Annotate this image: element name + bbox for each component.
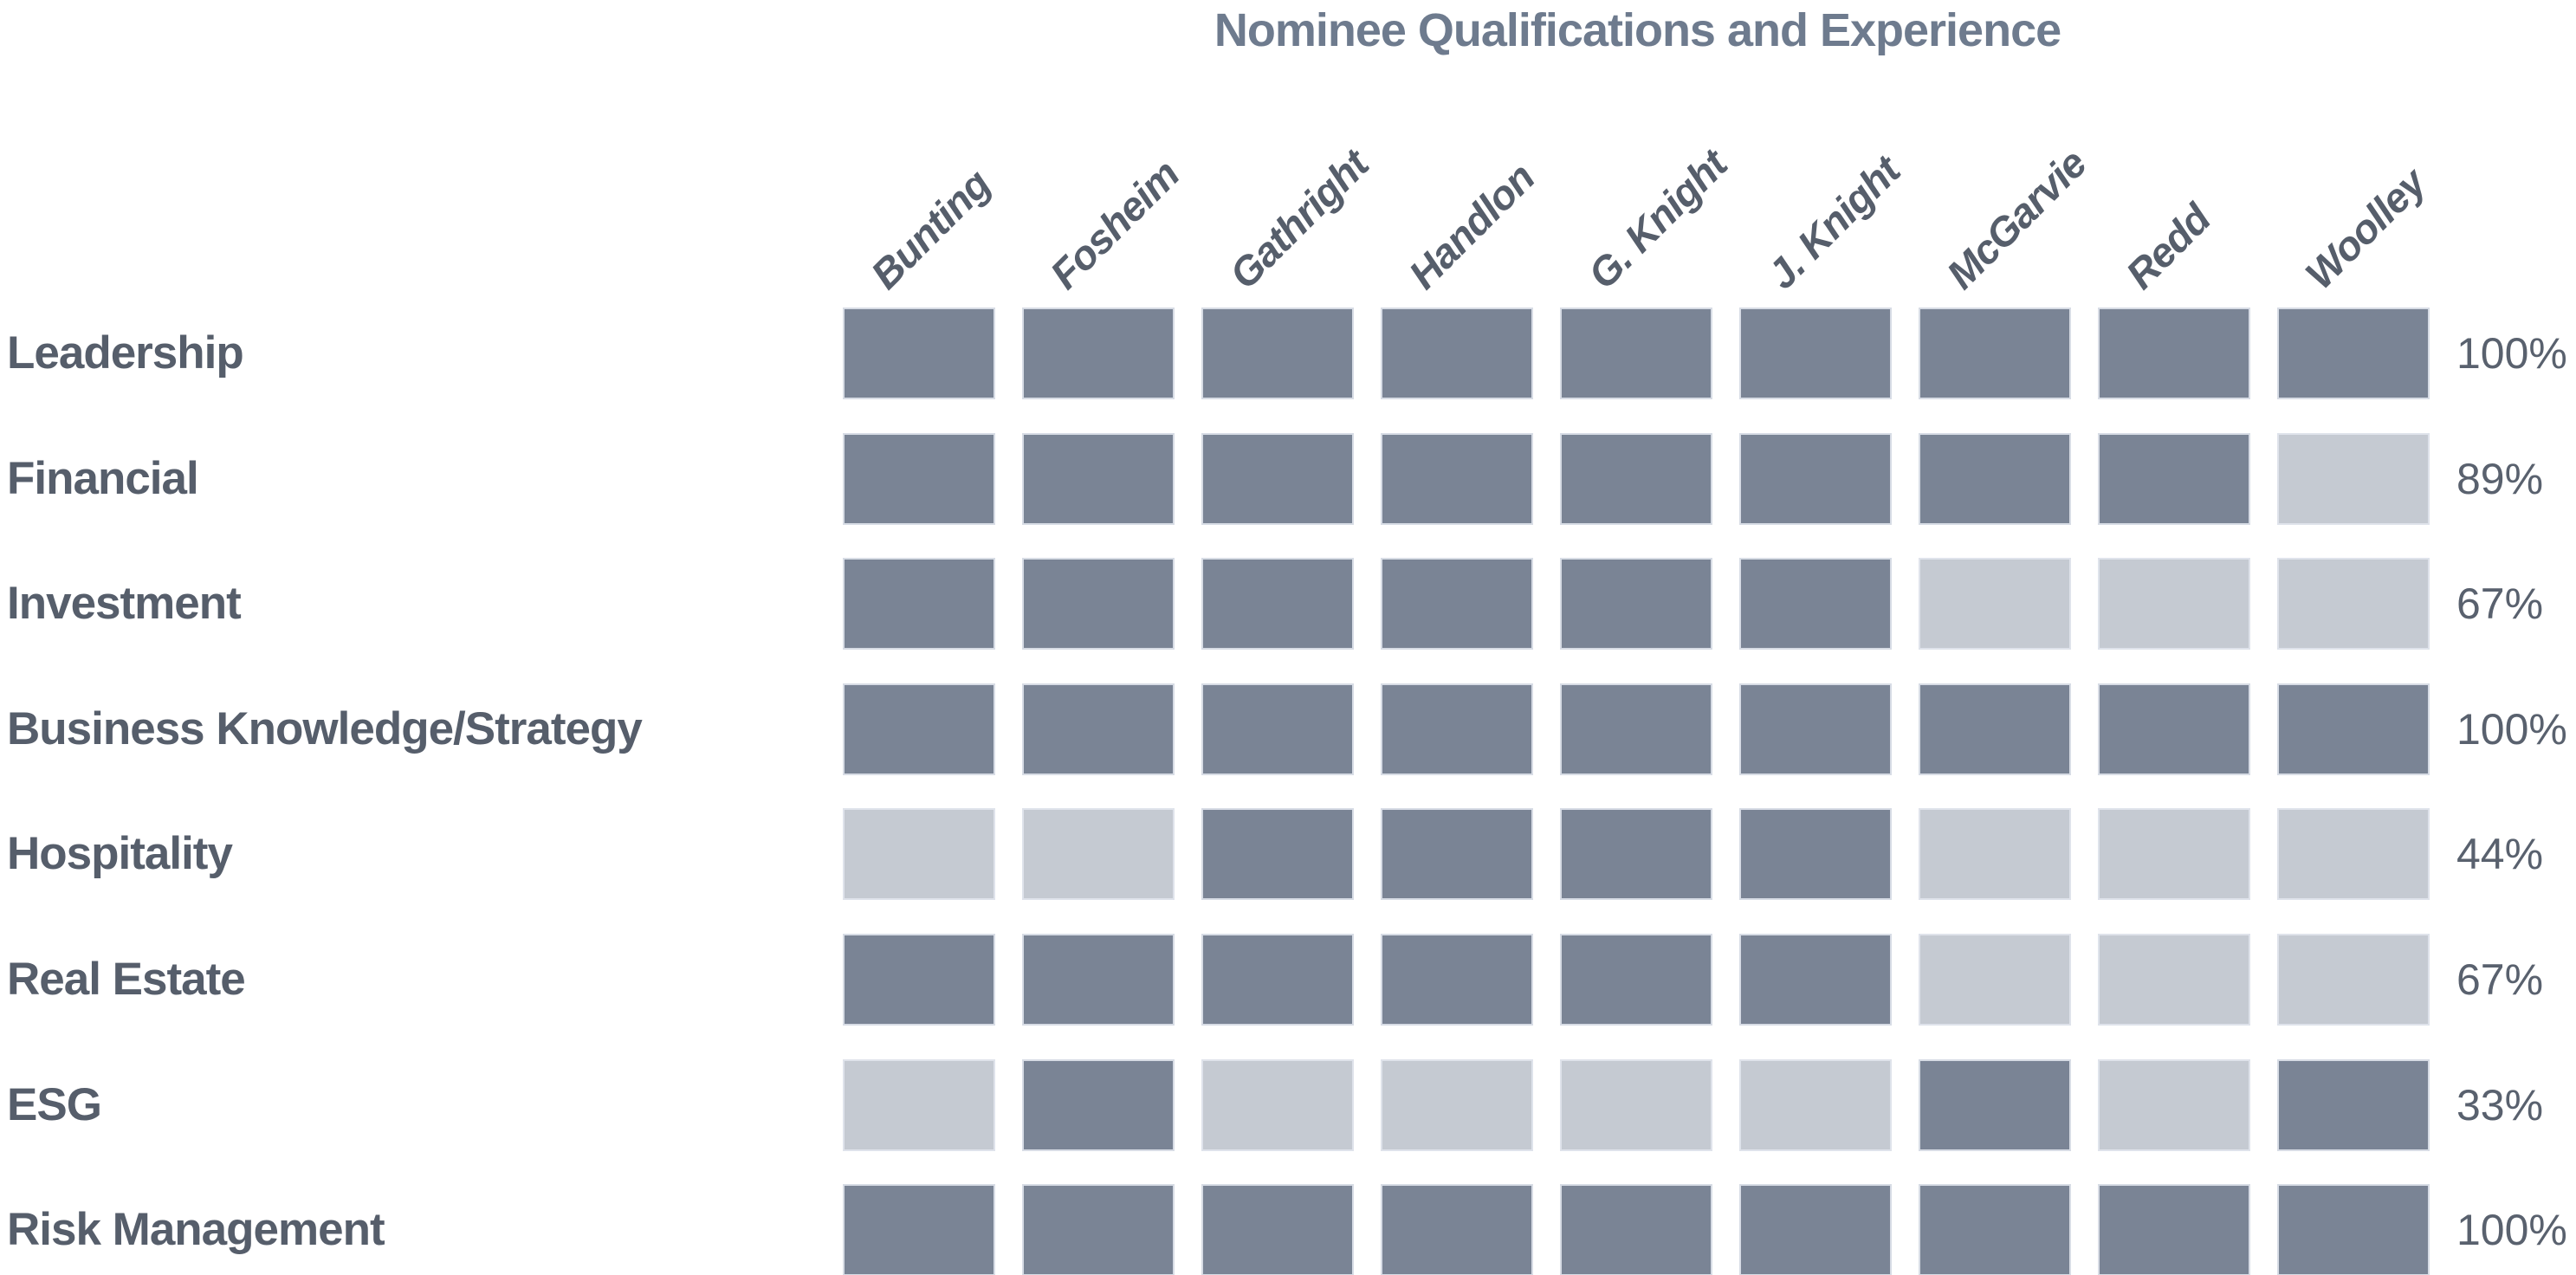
matrix-cell xyxy=(1022,683,1175,775)
column-header: Handlon xyxy=(1399,153,1544,298)
matrix-cell xyxy=(2098,808,2250,900)
row-percent: 100% xyxy=(2456,705,2567,754)
matrix-cell xyxy=(1919,433,2071,525)
matrix-cell xyxy=(1022,934,1175,1026)
matrix-cell xyxy=(1022,1184,1175,1275)
matrix-cell xyxy=(1022,558,1175,650)
matrix-cell xyxy=(2277,683,2430,775)
column-header: Woolley xyxy=(2295,159,2435,298)
matrix-cell xyxy=(1560,558,1712,650)
matrix-cell xyxy=(1381,307,1533,399)
matrix-cell xyxy=(2098,934,2250,1026)
matrix-cell xyxy=(843,1059,995,1151)
matrix-cell xyxy=(1919,307,2071,399)
matrix-cell xyxy=(1919,683,2071,775)
matrix-cell xyxy=(1919,1059,2071,1151)
column-header: Fosheim xyxy=(1040,151,1188,298)
row-label: Investment xyxy=(7,578,242,629)
matrix-cell xyxy=(1201,307,1354,399)
row-percent: 33% xyxy=(2456,1081,2544,1129)
column-header: G. Knight xyxy=(1578,140,1736,298)
row-percent: 67% xyxy=(2456,955,2544,1004)
matrix-cell xyxy=(1201,1059,1354,1151)
matrix-cell xyxy=(1560,1184,1712,1275)
matrix-cell xyxy=(2098,558,2250,650)
matrix-cell xyxy=(1201,934,1354,1026)
matrix-cell xyxy=(843,433,995,525)
matrix-cell xyxy=(2277,1059,2430,1151)
matrix-cell xyxy=(2277,808,2430,900)
matrix-cell xyxy=(1739,808,1892,900)
matrix-cell xyxy=(1381,934,1533,1026)
matrix-cell xyxy=(843,808,995,900)
matrix-cell xyxy=(2277,433,2430,525)
matrix-cell xyxy=(2098,307,2250,399)
column-header: Redd xyxy=(2116,195,2219,298)
matrix-cell xyxy=(1022,307,1175,399)
matrix-cell xyxy=(1739,683,1892,775)
matrix-cell xyxy=(843,934,995,1026)
matrix-cell xyxy=(1560,934,1712,1026)
matrix-cell xyxy=(1022,433,1175,525)
row-label: Hospitality xyxy=(7,828,233,879)
column-header: Bunting xyxy=(861,160,999,298)
matrix-cell xyxy=(1201,683,1354,775)
matrix-cell xyxy=(1560,808,1712,900)
matrix-cell xyxy=(1381,558,1533,650)
matrix-cell xyxy=(1739,307,1892,399)
matrix-cell xyxy=(1201,433,1354,525)
row-percent: 89% xyxy=(2456,455,2544,503)
matrix-cell xyxy=(1381,433,1533,525)
matrix-cell xyxy=(1919,808,2071,900)
matrix-cell xyxy=(2277,558,2430,650)
matrix-cell xyxy=(1739,934,1892,1026)
matrix-cell xyxy=(1739,558,1892,650)
matrix-cell xyxy=(2098,433,2250,525)
column-header: J. Knight xyxy=(1757,147,1909,298)
matrix-cell xyxy=(843,307,995,399)
matrix-cell xyxy=(843,1184,995,1275)
matrix-cell xyxy=(1201,1184,1354,1275)
matrix-cell xyxy=(1560,1059,1712,1151)
matrix-cell xyxy=(843,558,995,650)
matrix-cell xyxy=(2277,1184,2430,1275)
row-percent: 100% xyxy=(2456,1206,2567,1254)
matrix-cell xyxy=(2277,934,2430,1026)
matrix-cell xyxy=(1560,433,1712,525)
matrix-cell xyxy=(1739,433,1892,525)
matrix-cell xyxy=(1739,1184,1892,1275)
row-label: Real Estate xyxy=(7,954,246,1005)
matrix-cell xyxy=(1919,558,2071,650)
matrix-cell xyxy=(1381,1184,1533,1275)
matrix-cell xyxy=(1919,1184,2071,1275)
matrix-cell xyxy=(1560,683,1712,775)
matrix-cell xyxy=(1201,558,1354,650)
matrix-cell xyxy=(2098,1184,2250,1275)
row-label: Leadership xyxy=(7,327,244,379)
matrix-cell xyxy=(1919,934,2071,1026)
row-label: Financial xyxy=(7,453,199,504)
matrix-cell xyxy=(1201,808,1354,900)
matrix-cell xyxy=(1381,1059,1533,1151)
matrix-cell xyxy=(2098,683,2250,775)
column-header: McGarvie xyxy=(1937,139,2095,298)
matrix-cell xyxy=(1381,683,1533,775)
row-percent: 67% xyxy=(2456,579,2544,628)
row-label: Risk Management xyxy=(7,1204,385,1255)
row-percent: 100% xyxy=(2456,329,2567,378)
matrix-cell xyxy=(1022,808,1175,900)
chart-title: Nominee Qualifications and Experience xyxy=(1214,4,2061,56)
row-percent: 44% xyxy=(2456,830,2544,878)
matrix-cell xyxy=(1381,808,1533,900)
matrix-cell xyxy=(843,683,995,775)
column-header: Gathright xyxy=(1220,140,1377,298)
matrix-cell xyxy=(2277,307,2430,399)
matrix-cell xyxy=(1022,1059,1175,1151)
matrix-cell xyxy=(2098,1059,2250,1151)
row-label: ESG xyxy=(7,1079,102,1130)
matrix-cell xyxy=(1739,1059,1892,1151)
row-label: Business Knowledge/Strategy xyxy=(7,703,643,754)
matrix-cell xyxy=(1560,307,1712,399)
